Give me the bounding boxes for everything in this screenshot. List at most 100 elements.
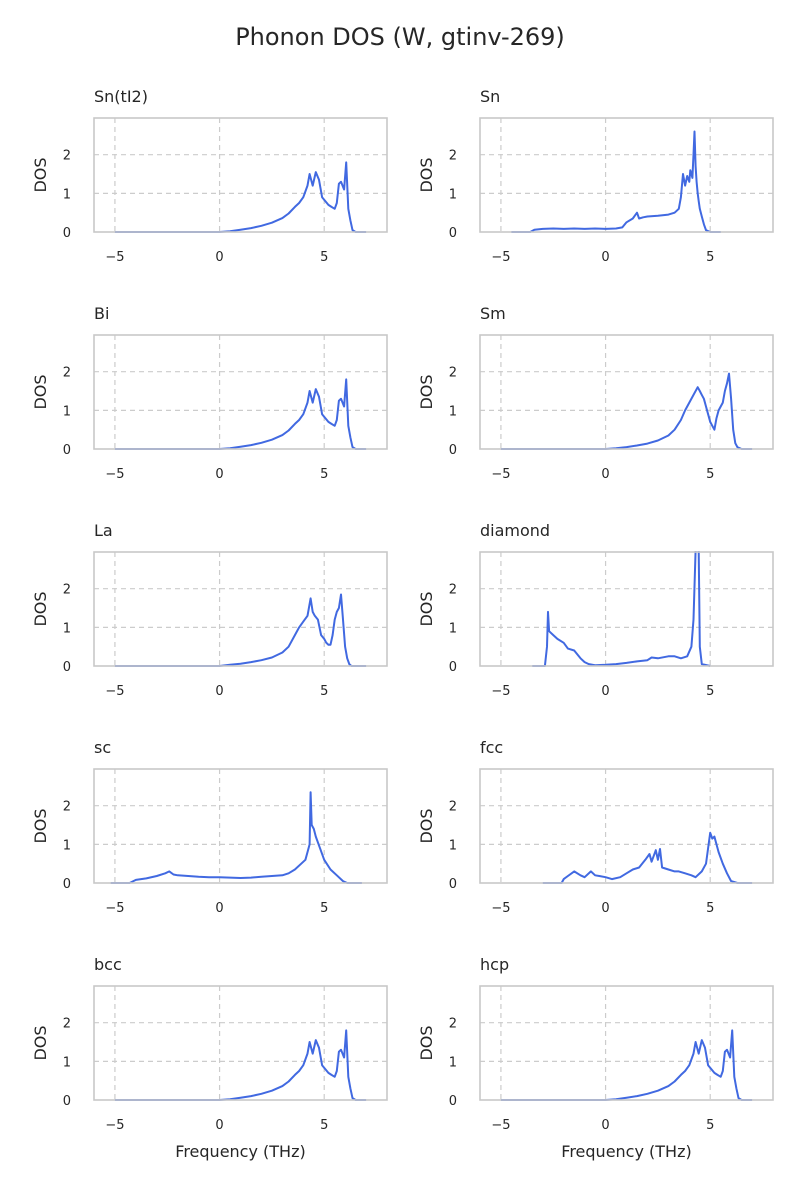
x-tick-label: −5	[105, 250, 124, 265]
panel-title: Bi	[94, 304, 109, 323]
axes-frame	[93, 768, 388, 884]
panel-title: Sn	[480, 87, 500, 106]
dos-series-line	[110, 791, 362, 884]
y-axis-label: DOS	[417, 591, 436, 626]
x-tick-label: −5	[491, 1118, 510, 1133]
y-axis-label: DOS	[31, 374, 50, 409]
y-axis-label: DOS	[31, 1025, 50, 1060]
axes-frame	[479, 551, 774, 667]
y-tick-label: 1	[63, 621, 71, 636]
y-tick-label: 2	[63, 1017, 71, 1032]
x-tick-label: 5	[320, 901, 328, 916]
x-tick-label: 0	[215, 250, 223, 265]
y-tick-label: 2	[449, 366, 457, 381]
y-tick-label: 0	[63, 877, 71, 892]
x-tick-label: −5	[491, 684, 510, 699]
panel-title: Sn(tI2)	[94, 87, 148, 106]
y-tick-label: 1	[449, 187, 457, 202]
panel-title: diamond	[480, 521, 550, 540]
panel-0: Sn(tI2) −5 0 5 0 1 2 DOS	[31, 87, 388, 265]
y-tick-label: 0	[63, 226, 71, 241]
y-tick-label: 1	[63, 404, 71, 419]
x-tick-label: −5	[105, 684, 124, 699]
y-axis-label: DOS	[31, 157, 50, 192]
y-axis-label: DOS	[31, 591, 50, 626]
dos-series-line	[114, 378, 367, 450]
y-tick-label: 2	[449, 1017, 457, 1032]
y-tick-label: 2	[63, 800, 71, 815]
y-tick-label: 0	[449, 660, 457, 675]
y-axis-label: DOS	[417, 157, 436, 192]
axes-frame	[93, 985, 388, 1101]
axes-frame	[479, 117, 774, 233]
x-tick-label: −5	[105, 901, 124, 916]
x-tick-label: 0	[601, 684, 609, 699]
y-axis-label: DOS	[417, 374, 436, 409]
axes-frame	[479, 768, 774, 884]
panel-4: La −5 0 5 0 1 2 DOS	[31, 521, 388, 699]
y-tick-label: 1	[63, 187, 71, 202]
y-tick-label: 1	[449, 404, 457, 419]
x-tick-label: −5	[491, 467, 510, 482]
y-tick-label: 1	[63, 838, 71, 853]
x-tick-label: 5	[320, 250, 328, 265]
panel-title: bcc	[94, 955, 122, 974]
y-tick-label: 2	[63, 583, 71, 598]
panel-title: Sm	[480, 304, 506, 323]
y-tick-label: 2	[449, 149, 457, 164]
x-tick-label: 0	[215, 901, 223, 916]
axes-frame	[93, 551, 388, 667]
panel-title: fcc	[480, 738, 503, 757]
y-tick-label: 0	[63, 443, 71, 458]
panel-title: hcp	[480, 955, 509, 974]
y-tick-label: 0	[449, 443, 457, 458]
panel-6: sc −5 0 5 0 1 2 DOS	[31, 738, 388, 916]
dos-series-line	[500, 1029, 753, 1101]
x-tick-label: 5	[320, 684, 328, 699]
y-tick-label: 1	[449, 1055, 457, 1070]
dos-series-line	[511, 130, 721, 233]
y-tick-label: 1	[449, 838, 457, 853]
y-axis-label: DOS	[417, 808, 436, 843]
panel-7: fcc −5 0 5 0 1 2 DOS	[417, 738, 774, 916]
x-tick-label: 5	[320, 1118, 328, 1133]
axes-frame	[479, 985, 774, 1101]
y-tick-label: 2	[449, 583, 457, 598]
x-axis-label: Frequency (THz)	[561, 1142, 691, 1161]
x-tick-label: 0	[215, 684, 223, 699]
panel-title: La	[94, 521, 113, 540]
y-tick-label: 0	[63, 1094, 71, 1109]
x-tick-label: −5	[491, 901, 510, 916]
panel-3: Sm −5 0 5 0 1 2 DOS	[417, 304, 774, 482]
dos-series-line	[542, 831, 753, 884]
panel-title: sc	[94, 738, 111, 757]
x-tick-label: 5	[706, 1118, 714, 1133]
x-tick-label: 0	[215, 467, 223, 482]
y-tick-label: 0	[449, 226, 457, 241]
x-tick-label: 5	[706, 467, 714, 482]
x-tick-label: −5	[491, 250, 510, 265]
y-axis-label: DOS	[417, 1025, 436, 1060]
dos-series-line	[500, 372, 753, 450]
x-tick-label: 0	[601, 467, 609, 482]
panels: Sn(tI2) −5 0 5 0 1 2 DOS Sn −5 0 5 0 1 2 DOS Bi −5 0 5 0 1 2 DO…	[31, 87, 774, 1161]
panel-2: Bi −5 0 5 0 1 2 DOS	[31, 304, 388, 482]
x-axis-label: Frequency (THz)	[175, 1142, 305, 1161]
panel-9: hcp −5 0 5 0 1 2 DOS Frequency (THz)	[417, 955, 774, 1161]
x-tick-label: 5	[706, 901, 714, 916]
y-tick-label: 0	[449, 877, 457, 892]
y-axis-label: DOS	[31, 808, 50, 843]
axes-frame	[93, 117, 388, 233]
dos-series-line	[114, 593, 367, 667]
dos-series-line	[114, 161, 367, 233]
panel-5: diamond −5 0 5 0 1 2 DOS	[417, 521, 774, 699]
x-tick-label: 5	[320, 467, 328, 482]
x-tick-label: 0	[601, 1118, 609, 1133]
y-tick-label: 2	[63, 149, 71, 164]
y-tick-label: 0	[449, 1094, 457, 1109]
x-tick-label: 5	[706, 684, 714, 699]
y-tick-label: 1	[449, 621, 457, 636]
x-tick-label: 0	[601, 250, 609, 265]
y-tick-label: 2	[449, 800, 457, 815]
